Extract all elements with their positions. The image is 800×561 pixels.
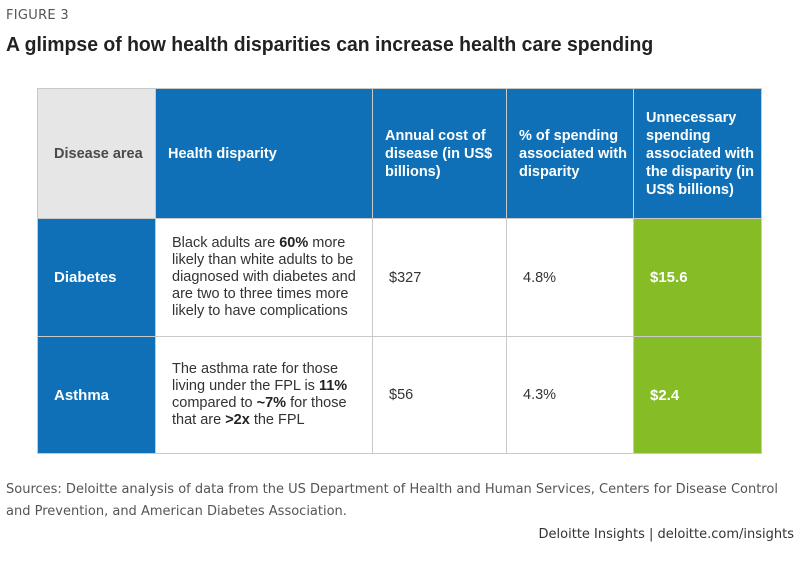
disparity-text: The asthma rate for those living under t…: [172, 361, 339, 394]
unnecessary-spending-cell: $15.6: [633, 218, 762, 337]
disease-area-cell: Asthma: [37, 336, 156, 454]
table-header-row: Disease area Health disparity Annual cos…: [37, 88, 762, 219]
figure-label: FIGURE 3: [6, 8, 69, 23]
annual-cost-cell: $327: [372, 218, 507, 337]
disparity-text: for those that are: [172, 395, 347, 428]
pct-spending-cell: 4.3%: [506, 336, 634, 454]
pct-spending-cell: 4.8%: [506, 218, 634, 337]
health-disparity-cell: Black adults are 60% more likely than wh…: [155, 218, 373, 337]
unnecessary-spending-cell: $2.4: [633, 336, 762, 454]
header-unnecessary-spending: Unnecessary spending associated with the…: [633, 88, 762, 219]
disparity-table: Disease area Health disparity Annual cos…: [37, 88, 762, 454]
disparity-highlight: 11%: [318, 378, 348, 394]
header-annual-cost: Annual cost of disease (in US$ billions): [372, 88, 507, 219]
header-health-disparity: Health disparity: [155, 88, 373, 219]
disparity-highlight: ~7%: [256, 395, 287, 411]
table-row: Asthma The asthma rate for those living …: [37, 336, 762, 454]
header-disease-area: Disease area: [37, 88, 156, 219]
header-pct-spending: % of spending associated with disparity: [506, 88, 634, 219]
disparity-highlight: >2x: [225, 412, 250, 428]
disparity-text: more likely than white adults to be diag…: [172, 235, 356, 319]
disparity-text: the FPL: [249, 412, 305, 428]
disparity-text: Black adults are: [172, 235, 280, 251]
health-disparity-cell: The asthma rate for those living under t…: [155, 336, 373, 454]
disparity-text: compared to: [172, 395, 257, 411]
disease-area-cell: Diabetes: [37, 218, 156, 337]
figure-title: A glimpse of how health disparities can …: [6, 34, 654, 56]
disparity-highlight: 60%: [279, 235, 309, 251]
table-row: Diabetes Black adults are 60% more likel…: [37, 218, 762, 337]
annual-cost-cell: $56: [372, 336, 507, 454]
sources-note: Sources: Deloitte analysis of data from …: [6, 482, 778, 519]
deloitte-insights-credit: Deloitte Insights | deloitte.com/insight…: [538, 527, 794, 542]
